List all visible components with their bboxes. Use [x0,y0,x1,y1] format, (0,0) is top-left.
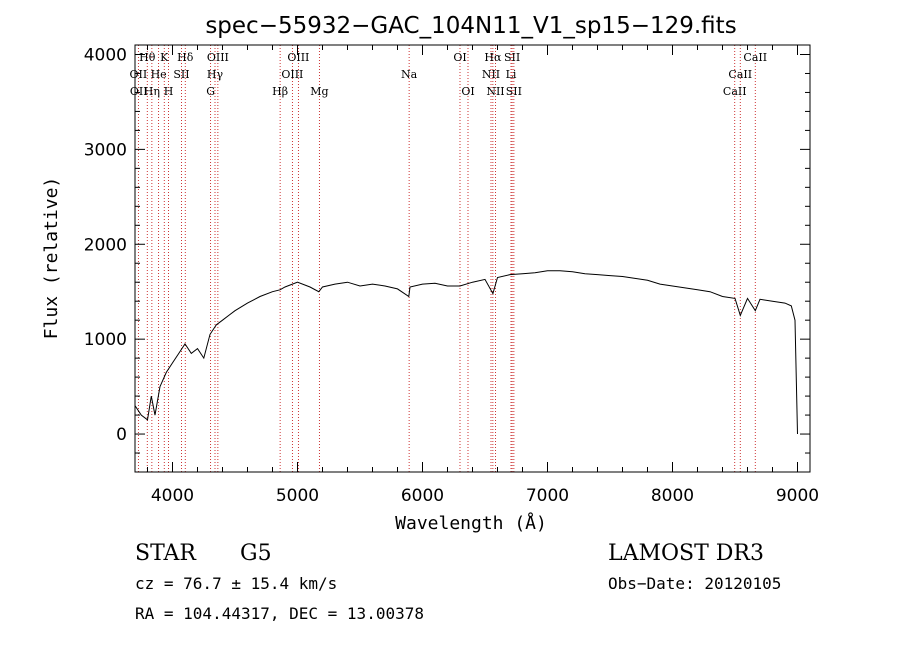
x-tick-label: 7000 [526,486,569,506]
line-label: OIII [207,51,229,64]
line-label: CaII [728,68,752,81]
line-label: NII [482,68,500,81]
line-label: OIII [281,68,303,81]
line-label: Hα [484,51,502,64]
class-label: STAR [135,541,197,566]
y-tick-label: 3000 [84,140,127,160]
x-tick-label: 5000 [276,486,319,506]
line-label: OI [461,85,474,98]
line-label: CaII [723,85,747,98]
line-markers [137,45,756,472]
line-label: Na [401,68,418,81]
x-axis-ticks: 4000 5000 6000 7000 8000 9000 [147,45,819,506]
line-label: CaII [743,51,767,64]
y-tick-label: 2000 [84,235,127,255]
line-label: OIII [287,51,309,64]
subclass-label: G5 [240,541,272,566]
obs-date-text: Obs−Date: 20120105 [608,574,781,593]
line-label: OII [130,85,148,98]
chart-title: spec−55932−GAC_104N11_V1_sp15−129.fits [205,13,736,39]
line-label: Hη [144,85,160,98]
line-label: Hδ [177,51,194,64]
line-label: SII [173,68,189,81]
y-tick-label: 0 [116,425,127,445]
y-tick-label: 1000 [84,330,127,350]
radec-text: RA = 104.44317, DEC = 13.00378 [135,604,424,623]
line-label: OI [453,51,466,64]
line-label: Li [506,68,517,81]
x-tick-label: 8000 [651,486,694,506]
line-label: He [151,68,167,81]
line-label: SII [504,51,520,64]
line-label: Hγ [207,68,224,81]
line-label: G [206,85,215,98]
line-label: SII [506,85,522,98]
line-label: OII [130,68,148,81]
plot-frame [134,44,811,473]
y-axis-label: Flux (relative) [41,177,62,340]
line-label: H [164,85,174,98]
y-axis-ticks: 0 1000 2000 3000 4000 [84,45,810,473]
x-axis-label: Wavelength (Å) [395,512,547,534]
line-label: Hβ [272,85,288,98]
x-tick-label: 4000 [151,486,194,506]
line-label: NII [486,85,504,98]
x-tick-label: 9000 [776,486,819,506]
spectrum-line [134,270,798,435]
line-label: K [160,51,169,64]
line-label: Hθ [139,51,156,64]
cz-text: cz = 76.7 ± 15.4 km/s [135,574,337,593]
survey-label: LAMOST DR3 [608,541,764,566]
y-tick-label: 4000 [84,45,127,65]
x-tick-label: 6000 [401,486,444,506]
line-label: Mg [310,85,328,98]
